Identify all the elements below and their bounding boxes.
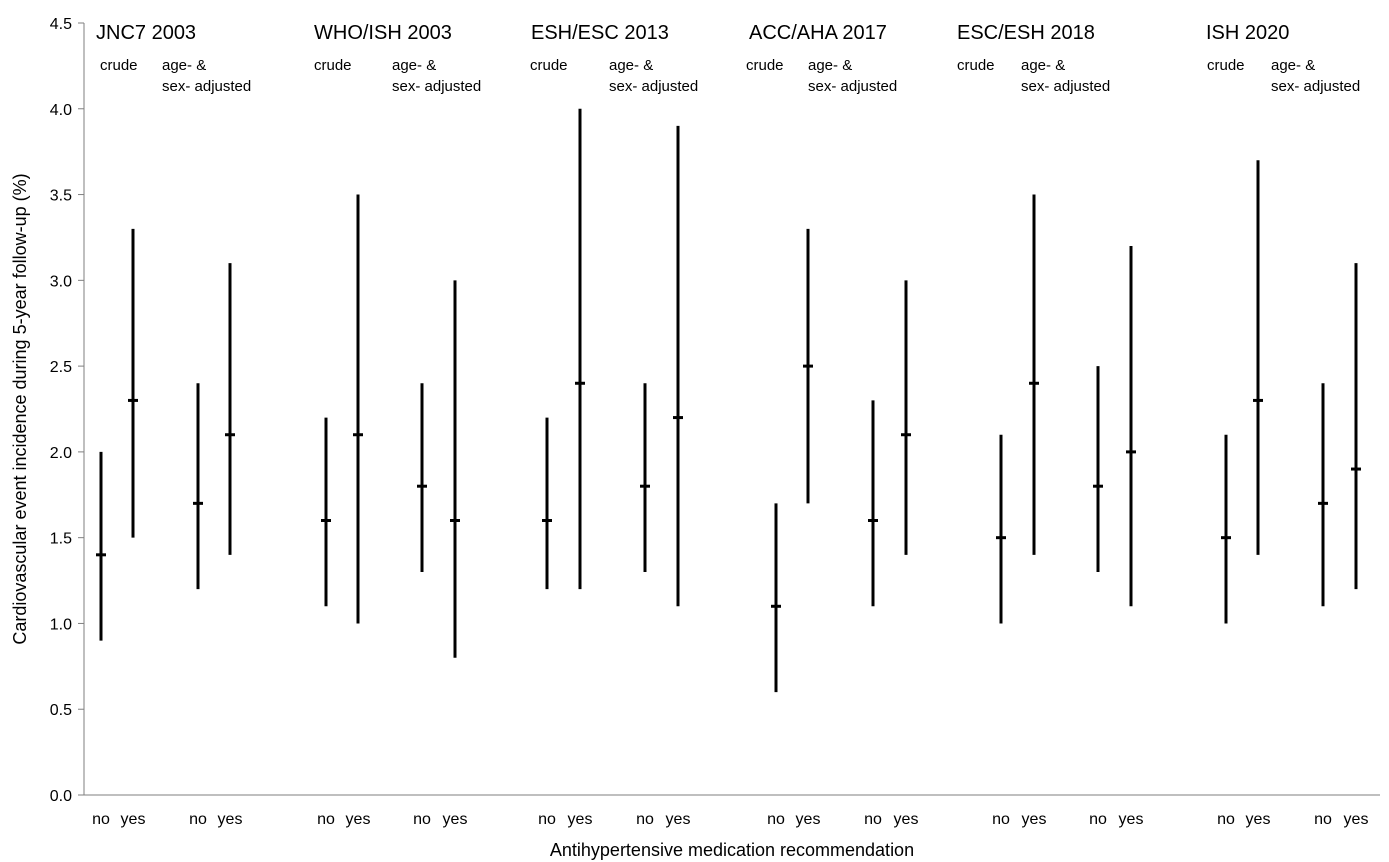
guideline-title: ACC/AHA 2017 bbox=[749, 22, 887, 44]
y-tick-label: 2.0 bbox=[50, 445, 72, 462]
subgroup-label: crude bbox=[1207, 57, 1245, 74]
subgroup-label: crude bbox=[530, 57, 568, 74]
subgroup-label: sex- adjusted bbox=[392, 78, 481, 95]
x-tick-labels: no yes no yes no yes no yes no yes no yes no yes no yes… bbox=[92, 811, 1368, 828]
group-labels: JNC7 2003 crude age- & sex- adjusted WHO/ISH… bbox=[96, 22, 1360, 95]
subgroup-label: sex- adjusted bbox=[808, 78, 897, 95]
subgroup-label: age- & bbox=[808, 57, 852, 74]
x-tick-label: no bbox=[92, 811, 110, 828]
y-axis-title: Cardiovascular event incidence during 5-… bbox=[10, 173, 30, 644]
x-axis-title: Antihypertensive medication recommendati… bbox=[550, 840, 914, 860]
y-tick-label: 1.0 bbox=[50, 616, 72, 633]
y-tick-label: 4.5 bbox=[50, 16, 72, 33]
subgroup-label: sex- adjusted bbox=[1271, 78, 1360, 95]
x-tick-label: yes bbox=[1119, 811, 1144, 828]
subgroup-label: age- & bbox=[392, 57, 436, 74]
x-tick-label: yes bbox=[1344, 811, 1369, 828]
x-tick-label: yes bbox=[121, 811, 146, 828]
subgroup-label: age- & bbox=[162, 57, 206, 74]
y-tick-label: 3.0 bbox=[50, 273, 72, 290]
guideline-title: ESC/ESH 2018 bbox=[957, 22, 1095, 44]
guideline-title: WHO/ISH 2003 bbox=[314, 22, 452, 44]
y-tick-label: 4.0 bbox=[50, 102, 72, 119]
subgroup-label: crude bbox=[957, 57, 995, 74]
y-tick-label: 0.5 bbox=[50, 702, 72, 719]
error-bars bbox=[96, 108, 1361, 693]
x-tick-label: no bbox=[992, 811, 1010, 828]
x-tick-label: yes bbox=[218, 811, 243, 828]
subgroup-label: sex- adjusted bbox=[1021, 78, 1110, 95]
subgroup-label: crude bbox=[314, 57, 352, 74]
guideline-title: JNC7 2003 bbox=[96, 22, 196, 44]
x-tick-label: no bbox=[413, 811, 431, 828]
x-tick-label: yes bbox=[568, 811, 593, 828]
y-tick-label: 1.5 bbox=[50, 531, 72, 548]
x-tick-label: no bbox=[864, 811, 882, 828]
axes bbox=[83, 23, 1380, 796]
subgroup-label: sex- adjusted bbox=[162, 78, 251, 95]
x-tick-label: no bbox=[1314, 811, 1332, 828]
subgroup-label: crude bbox=[746, 57, 784, 74]
x-tick-label: yes bbox=[443, 811, 468, 828]
subgroup-label: sex- adjusted bbox=[609, 78, 698, 95]
y-ticks: 0.0 0.5 1.0 1.5 2.0 2.5 3.0 3.5 4.0 4.5 bbox=[50, 16, 84, 805]
guideline-title: ISH 2020 bbox=[1206, 22, 1289, 44]
subgroup-label: age- & bbox=[1271, 57, 1315, 74]
subgroup-label: age- & bbox=[609, 57, 653, 74]
subgroup-label: age- & bbox=[1021, 57, 1065, 74]
guideline-title: ESH/ESC 2013 bbox=[531, 22, 669, 44]
x-tick-label: yes bbox=[1022, 811, 1047, 828]
y-tick-label: 3.5 bbox=[50, 188, 72, 205]
x-tick-label: no bbox=[1089, 811, 1107, 828]
x-tick-label: yes bbox=[346, 811, 371, 828]
x-tick-label: no bbox=[538, 811, 556, 828]
x-tick-label: yes bbox=[894, 811, 919, 828]
x-tick-label: no bbox=[317, 811, 335, 828]
x-tick-label: no bbox=[767, 811, 785, 828]
x-tick-label: no bbox=[189, 811, 207, 828]
x-tick-label: yes bbox=[1246, 811, 1271, 828]
x-tick-label: yes bbox=[796, 811, 821, 828]
x-tick-label: no bbox=[1217, 811, 1235, 828]
y-tick-label: 2.5 bbox=[50, 359, 72, 376]
subgroup-label: crude bbox=[100, 57, 138, 74]
x-tick-label: no bbox=[636, 811, 654, 828]
y-tick-label: 0.0 bbox=[50, 788, 72, 805]
x-tick-label: yes bbox=[666, 811, 691, 828]
